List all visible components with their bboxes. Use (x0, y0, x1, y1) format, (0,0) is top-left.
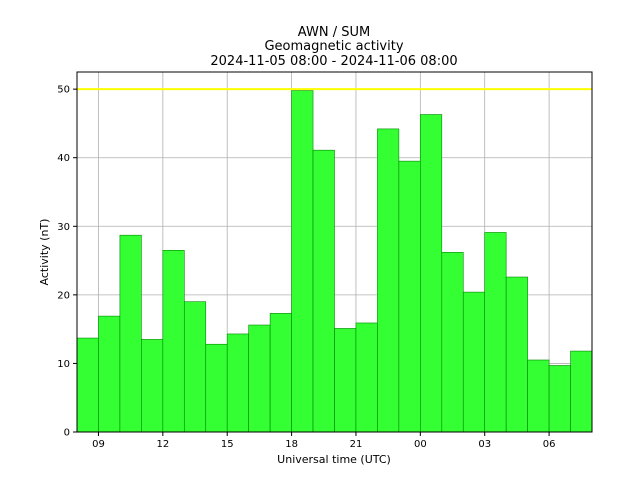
y-tick-label-0: 0 (64, 428, 70, 439)
bar-1 (98, 315, 121, 433)
x-tick-label-7: 06 (543, 439, 556, 450)
bar-2 (119, 234, 142, 433)
bar-4 (162, 249, 185, 433)
x-tick-label-5: 00 (414, 439, 427, 450)
x-tick-label-4: 21 (350, 439, 363, 450)
bar-16 (420, 114, 443, 433)
title-line-2: Geomagnetic activity (264, 39, 403, 54)
title-line-1: AWN / SUM (298, 25, 370, 40)
x-tick-label-6: 03 (478, 439, 491, 450)
bar-15 (398, 160, 421, 433)
bar-13 (355, 322, 378, 433)
bar-21 (527, 359, 550, 433)
bar-19 (484, 232, 507, 433)
bar-0 (76, 337, 99, 433)
x-tick-label-3: 18 (285, 439, 298, 450)
y-axis: 0 10 20 30 40 50 (57, 85, 77, 439)
bar-9 (269, 313, 292, 433)
bar-8 (248, 324, 271, 433)
title-line-3: 2024-11-05 08:00 - 2024-11-06 08:00 (210, 54, 457, 69)
bar-14 (377, 128, 400, 433)
bar-5 (183, 301, 207, 433)
x-tick-label-1: 12 (156, 439, 169, 450)
bar-10 (291, 90, 314, 433)
bar-3 (141, 339, 164, 433)
bars (76, 90, 593, 433)
bar-6 (205, 343, 228, 433)
chart-title: AWN / SUM Geomagnetic activity 2024-11-0… (210, 25, 457, 69)
bar-20 (505, 276, 528, 433)
y-tick-label-5: 50 (57, 85, 70, 96)
x-axis-label: Universal time (UTC) (277, 453, 391, 466)
x-tick-label-2: 15 (221, 439, 234, 450)
y-tick-label-3: 30 (57, 222, 70, 233)
bar-11 (312, 149, 335, 433)
plot-frame (76, 71, 593, 433)
y-axis-label: Activity (nT) (38, 219, 51, 286)
bar-18 (462, 291, 486, 433)
bar-17 (441, 252, 464, 433)
x-tick-label-0: 09 (92, 439, 105, 450)
bar-22 (548, 365, 571, 433)
bar-7 (226, 333, 249, 433)
y-tick-label-2: 20 (57, 290, 70, 301)
bar-23 (570, 350, 593, 433)
y-tick-label-1: 10 (57, 359, 70, 370)
x-axis: 09 12 15 18 21 00 03 06 (92, 432, 555, 450)
bar-12 (334, 328, 357, 433)
y-tick-label-4: 40 (57, 153, 70, 164)
